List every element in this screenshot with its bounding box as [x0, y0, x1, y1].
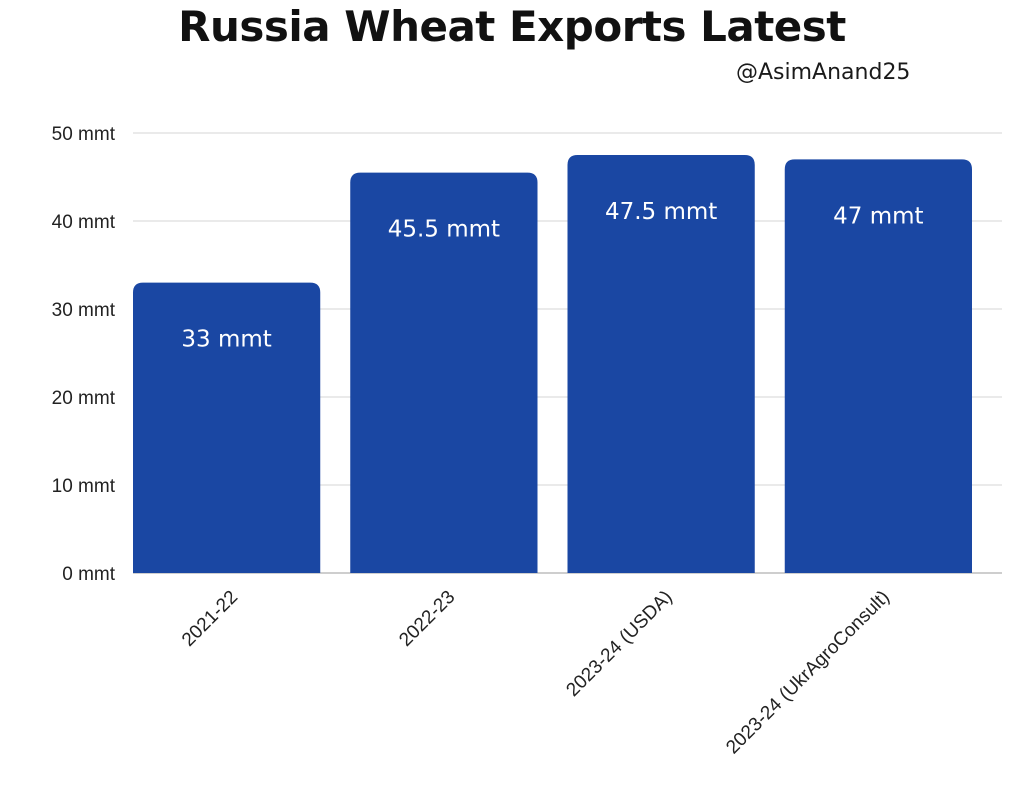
- data-labels: 33 mmt 45.5 mmt 47.5 mmt 47 mmt: [181, 199, 923, 353]
- x-tick-label: 2021-22: [178, 587, 242, 651]
- bar-value-label: 33 mmt: [181, 327, 271, 353]
- y-axis-ticks: 0 mmt 10 mmt 20 mmt 30 mmt 40 mmt 50 mmt: [52, 124, 116, 585]
- y-tick-label: 0 mmt: [62, 564, 116, 585]
- bar: [350, 172, 538, 573]
- y-tick-label: 30 mmt: [52, 300, 116, 321]
- bar: [784, 159, 972, 573]
- y-tick-label: 20 mmt: [52, 388, 116, 409]
- x-tick-label: 2023-24 (USDA): [562, 587, 676, 701]
- chart-title: Russia Wheat Exports Latest: [178, 2, 846, 51]
- y-tick-label: 40 mmt: [52, 212, 116, 233]
- bar-value-label: 45.5 mmt: [388, 217, 500, 243]
- bar-value-label: 47 mmt: [833, 203, 923, 229]
- x-tick-label: 2022-23: [395, 587, 459, 651]
- bar-value-label: 47.5 mmt: [605, 199, 717, 225]
- x-tick-label: 2023-24 (UkrAgroConsult): [722, 587, 894, 759]
- bar: [567, 155, 755, 573]
- y-tick-label: 10 mmt: [52, 476, 116, 497]
- bar: [133, 282, 321, 573]
- author-handle: @AsimAnand25: [736, 60, 911, 85]
- y-tick-label: 50 mmt: [52, 124, 116, 145]
- x-axis-ticks: 2021-22 2022-23 2023-24 (USDA) 2023-24 (Ukr…: [178, 587, 894, 759]
- bars: [133, 155, 972, 573]
